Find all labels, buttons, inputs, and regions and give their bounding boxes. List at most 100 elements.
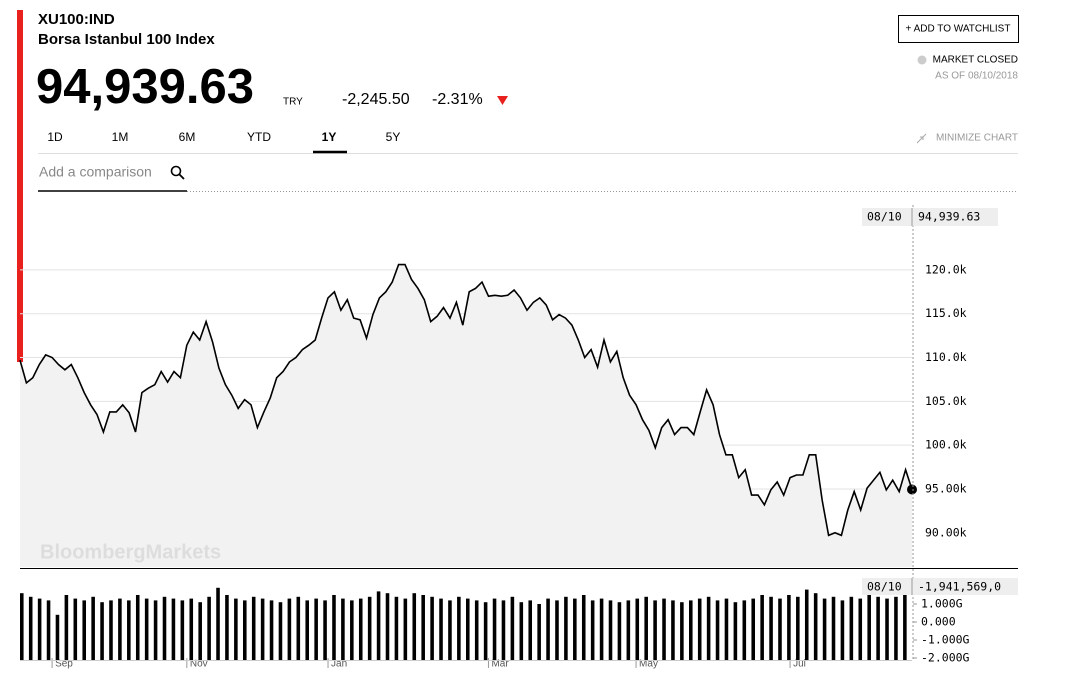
as-of: AS OF 08/10/2018 xyxy=(935,71,1018,82)
marker-date: 08/10 xyxy=(867,580,902,594)
down-arrow xyxy=(497,96,508,105)
volume-bar xyxy=(225,594,229,660)
volume-bar xyxy=(466,598,470,660)
volume-bar xyxy=(162,596,167,660)
volume-bar xyxy=(323,600,327,660)
volume-bar xyxy=(144,598,149,660)
marker-box xyxy=(862,208,998,226)
volume-bar xyxy=(608,600,613,660)
volume-bar xyxy=(760,594,764,660)
volume-bar xyxy=(751,598,756,660)
volume-bar xyxy=(599,598,604,660)
volume-bar xyxy=(742,600,747,660)
volume-bar xyxy=(367,596,372,660)
search-icon[interactable] xyxy=(170,165,182,177)
watchlist-label[interactable]: + ADD TO WATCHLIST xyxy=(906,24,1011,35)
volume-bar xyxy=(796,596,800,660)
volume-bar xyxy=(73,598,78,660)
marker-value: 94,939.63 xyxy=(918,210,980,224)
volume-bar xyxy=(483,602,488,660)
volume-bar xyxy=(269,600,274,660)
volume-bar xyxy=(733,602,738,660)
volume-bar xyxy=(778,598,782,660)
volume-bar xyxy=(564,596,568,660)
volume-bar xyxy=(403,598,408,660)
volume-bar xyxy=(546,598,550,660)
volume-bar xyxy=(680,602,684,660)
volume-bar xyxy=(840,600,845,660)
change-pct: -2.31% xyxy=(432,91,483,108)
volume-bar xyxy=(260,598,265,660)
volume-bar xyxy=(849,596,854,660)
volume-bar xyxy=(189,598,194,660)
watchlist-button[interactable] xyxy=(898,15,1019,43)
status-dot xyxy=(917,55,927,65)
volume-bar xyxy=(635,598,640,660)
range-button[interactable]: 1D xyxy=(47,130,63,144)
volume-bar xyxy=(64,594,69,660)
volume-bar xyxy=(350,600,354,660)
volume-bar xyxy=(519,602,524,660)
volume-bar xyxy=(590,600,595,660)
change: -2,245.50 xyxy=(342,91,410,108)
volume-bar xyxy=(296,596,301,660)
volume-bar xyxy=(251,596,256,660)
marker-date: 08/10 xyxy=(867,210,902,224)
volume-bar xyxy=(385,593,390,660)
volume-bar xyxy=(394,596,399,660)
minimize-icon xyxy=(916,133,927,144)
symbol: XU100:IND xyxy=(38,11,115,28)
y-tick-label: -2.000G xyxy=(921,651,970,665)
accent-bar xyxy=(17,10,23,362)
y-tick-label: 105.0k xyxy=(925,394,967,408)
index-name: Borsa Istanbul 100 Index xyxy=(38,31,215,48)
comparison-input[interactable]: Add a comparison xyxy=(39,164,152,180)
range-button[interactable]: 1Y xyxy=(322,130,337,144)
volume-bar xyxy=(457,596,461,660)
price-area xyxy=(20,264,912,567)
volume-bar xyxy=(20,593,24,660)
volume-bar xyxy=(510,596,515,660)
volume-bar xyxy=(127,600,131,660)
range-button[interactable]: 1M xyxy=(112,130,129,144)
volume-bar xyxy=(653,600,657,660)
range-button[interactable]: 6M xyxy=(179,130,196,144)
volume-bar xyxy=(287,598,292,660)
volume-bar xyxy=(46,600,51,660)
volume-bar xyxy=(448,600,452,660)
volume-bar xyxy=(581,594,586,660)
volume-bar xyxy=(207,596,211,660)
volume-bar xyxy=(528,600,533,660)
range-button[interactable]: 5Y xyxy=(386,130,401,144)
volume-bar xyxy=(314,598,318,660)
volume-chart: -2.000G -1.000G 0.000 1.000G 08/10 -1,941,569… xyxy=(20,578,1018,665)
volume-bar xyxy=(671,600,675,660)
volume-bar xyxy=(358,598,363,660)
volume-bar xyxy=(198,602,202,660)
volume-bar xyxy=(644,596,648,660)
volume-bar xyxy=(439,598,443,660)
volume-bar xyxy=(118,598,122,660)
y-tick-label: 0.000 xyxy=(921,615,956,629)
marker-box xyxy=(862,578,1018,595)
x-tick-label: Jul xyxy=(793,659,806,670)
volume-bar xyxy=(492,598,497,660)
volume-bar xyxy=(430,596,434,660)
volume-bar xyxy=(555,600,559,660)
volume-bar xyxy=(903,594,907,660)
volume-bar xyxy=(894,596,898,660)
volume-bar xyxy=(234,598,238,660)
volume-bar xyxy=(109,600,113,660)
volume-bar xyxy=(55,614,60,660)
volume-bar xyxy=(376,591,381,660)
volume-bar xyxy=(804,589,809,660)
volume-bar xyxy=(100,602,104,660)
volume-bar xyxy=(341,598,345,660)
y-tick-label: -1.000G xyxy=(921,633,970,647)
minimize-chart[interactable]: MINIMIZE CHART xyxy=(936,133,1018,144)
volume-bar xyxy=(28,596,33,660)
range-button[interactable]: YTD xyxy=(247,130,271,144)
volume-bar xyxy=(769,596,773,660)
volume-bar xyxy=(171,598,176,660)
